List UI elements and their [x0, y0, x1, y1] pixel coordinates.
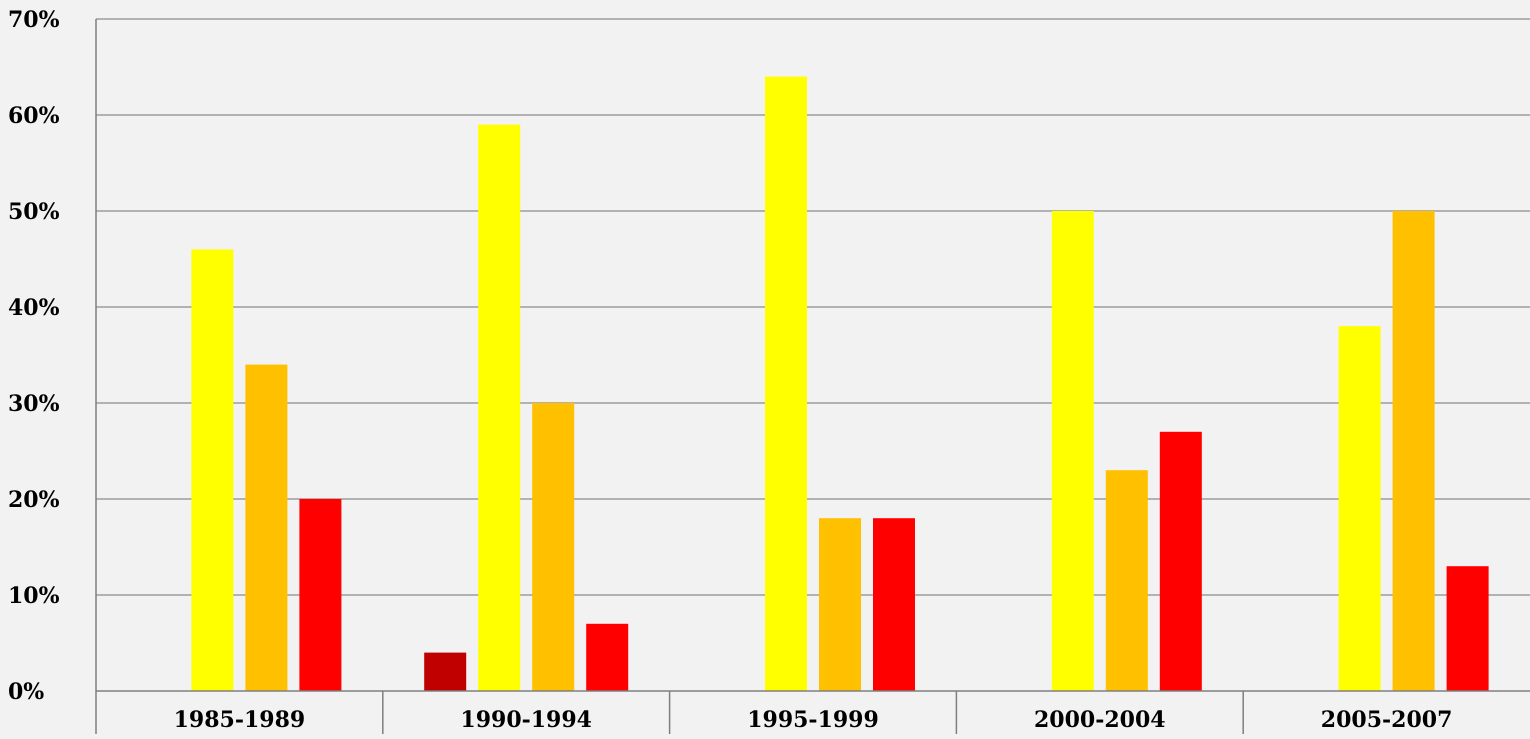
x-category-label: 1985-1989: [174, 707, 306, 733]
bar: [478, 124, 521, 692]
y-tick-label: 40%: [8, 295, 60, 321]
axes: [95, 19, 1530, 734]
bar: [873, 518, 915, 691]
bar: [1392, 211, 1435, 691]
x-category-label: 1990-1994: [460, 707, 592, 733]
bar: [1159, 431, 1202, 691]
bar: [245, 364, 288, 691]
y-tick-label: 50%: [8, 199, 60, 225]
y-tick-label: 20%: [8, 487, 60, 513]
bar: [1051, 211, 1094, 691]
bar: [532, 403, 575, 691]
bar: [424, 652, 467, 691]
bars: [191, 76, 1489, 692]
bar: [191, 249, 234, 691]
x-category-label: 2000-2004: [1034, 707, 1166, 733]
x-category-label: 1995-1999: [747, 707, 879, 733]
x-category-label: 2005-2007: [1321, 707, 1453, 733]
bar: [1105, 470, 1148, 691]
y-tick-label: 10%: [8, 583, 60, 609]
bar: [819, 518, 861, 691]
x-category-labels: 1985-1989 1990-1994 1995-1999 2000-2004 2005…: [174, 707, 1453, 733]
bar: [586, 623, 629, 691]
y-tick-label: 70%: [8, 7, 60, 33]
y-tick-labels: 0% 10% 20% 30% 40% 50% 60% 70%: [8, 7, 60, 705]
bar: [765, 76, 807, 692]
bar: [1446, 566, 1489, 691]
bar: [1338, 326, 1381, 691]
y-tick-label: 30%: [8, 391, 60, 417]
y-tick-label: 0%: [8, 679, 44, 705]
y-tick-label: 60%: [8, 103, 60, 129]
bar: [299, 499, 342, 691]
